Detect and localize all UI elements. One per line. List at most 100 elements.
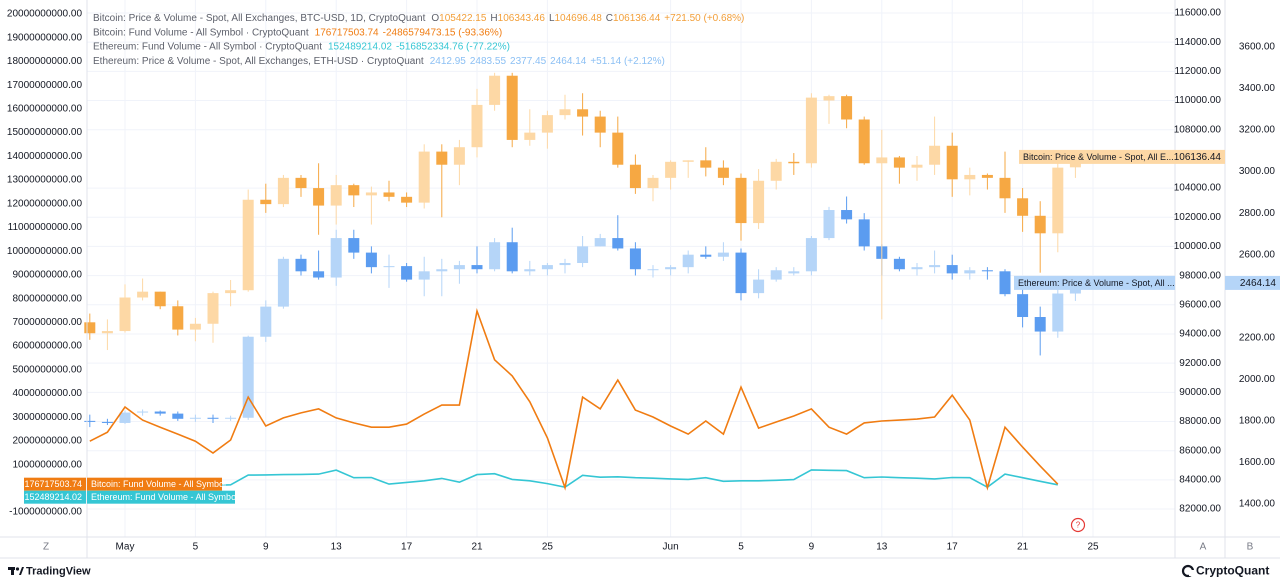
candle-body [295, 258, 307, 272]
candle-body [735, 177, 747, 224]
candle-body [717, 252, 729, 257]
tradingview-logo[interactable]: TradingView [8, 565, 91, 577]
candle-body [365, 192, 377, 196]
y-tick-label: 84000.00 [1179, 475, 1221, 486]
candle-body [929, 145, 941, 165]
candle-body [225, 290, 237, 294]
y-tick-label: 3000000000.00 [12, 412, 82, 423]
x-tick-label: 5 [193, 542, 199, 553]
legend-value: 176717503.74 [315, 27, 379, 38]
candle-body [876, 157, 888, 164]
candle-body [137, 291, 149, 298]
y-tick-label: -1000000000.00 [9, 507, 82, 518]
legend-entry: Bitcoin: Price & Volume - Spot, All Exch… [93, 13, 744, 24]
candle-body [330, 238, 342, 278]
candle-body [682, 254, 694, 268]
overlay: 20000000000.00 19000000000.00 18000000000.… [7, 8, 1280, 553]
candle-body [577, 246, 589, 263]
y-tick-label: 2600.00 [1239, 249, 1276, 260]
cryptoquant-logo[interactable]: CryptoQuant [1181, 564, 1269, 578]
candle-body [893, 157, 905, 168]
x-tick-label: 5 [738, 542, 744, 553]
candle-body [946, 145, 958, 180]
legend-entry: Ethereum: Price & Volume - Spot, All Exc… [93, 56, 665, 67]
legend-change: +51.14 (+2.12%) [590, 56, 665, 67]
alert-text[interactable]: ? [1076, 521, 1081, 530]
x-tick-label: 17 [401, 542, 413, 553]
series-tag-bg [87, 490, 235, 504]
candle-body [665, 161, 677, 178]
candle-body [189, 323, 201, 330]
series-tag-bg [87, 477, 222, 491]
candle-body [436, 269, 448, 272]
price-label-bg [1175, 149, 1225, 164]
candle-body [506, 242, 518, 272]
y-tick-label: 10000000000.00 [7, 246, 83, 257]
candle-body [753, 279, 765, 294]
candle-body [1052, 167, 1064, 234]
candle-body [365, 252, 377, 268]
scale-button[interactable]: Z [43, 542, 49, 553]
candle-body [436, 151, 448, 165]
legend-value: 105422.15 [439, 13, 487, 24]
candle-body [946, 265, 958, 274]
candle-body [770, 270, 782, 280]
candle-body [119, 412, 131, 423]
candle-body [700, 254, 712, 257]
y-tick-label: 3000.00 [1239, 166, 1276, 177]
y-tick-label: 16000000000.00 [7, 104, 83, 115]
candle-body [1034, 215, 1046, 234]
y-tick-label: 1600.00 [1239, 457, 1276, 468]
candle-body [418, 271, 430, 280]
candle-body [559, 262, 571, 266]
candle-body [101, 421, 113, 423]
candle-body [682, 160, 694, 162]
logo-shape [19, 567, 24, 575]
candle-body [823, 96, 835, 101]
candle-body [594, 238, 606, 247]
candle-body [1017, 198, 1029, 216]
y-tick-label: 3600.00 [1239, 42, 1276, 53]
candle-body [489, 75, 501, 105]
scale-button[interactable]: B [1247, 542, 1254, 553]
scale-button[interactable]: A [1200, 542, 1207, 553]
legend-value: 104696.48 [555, 13, 603, 24]
candle-body [700, 160, 712, 168]
y-tick-label: 13000000000.00 [7, 175, 83, 186]
y-tick-label: 1000000000.00 [12, 459, 82, 470]
brand-text[interactable]: TradingView [26, 565, 91, 577]
y-tick-label: 12000000000.00 [7, 198, 83, 209]
y-tick-label: 94000.00 [1179, 329, 1221, 340]
legend-change: +721.50 (+0.68%) [664, 13, 744, 24]
candle-body [788, 271, 800, 274]
source-text[interactable]: CryptoQuant [1196, 564, 1269, 578]
y-tick-label: 2200.00 [1239, 332, 1276, 343]
value-label: 176717503.74 [24, 479, 82, 489]
y-tick-label: 2000.00 [1239, 374, 1276, 385]
line-series [89, 307, 1059, 491]
price-label-bg [1225, 275, 1280, 290]
candle-body [348, 185, 360, 196]
series-tag: Ethereum: Fund Volume - All Symbol [91, 492, 238, 502]
candle-body [665, 267, 677, 270]
legend-change: -2486579473.15 (-93.36%) [383, 27, 503, 38]
x-tick-label: 25 [1087, 542, 1099, 553]
candle-body [999, 177, 1011, 199]
candle-body [172, 306, 184, 330]
candle-body [84, 322, 96, 334]
y-tick-label: 17000000000.00 [7, 80, 83, 91]
candle-body [577, 109, 589, 117]
legend-change: -516852334.76 (-77.22%) [396, 41, 510, 52]
candle-body [981, 270, 993, 272]
candle-body [841, 210, 853, 220]
candle-body [119, 297, 131, 332]
series-tag-bg [1019, 149, 1175, 164]
candle-body [242, 336, 254, 418]
alert-icon[interactable] [1070, 517, 1086, 533]
y-tick-label: 15000000000.00 [7, 127, 83, 138]
candle-body [242, 199, 254, 291]
legend-ohlc-label: L [549, 13, 555, 24]
legend-ohlc-label: C [606, 13, 613, 24]
logo-shape [15, 567, 20, 571]
x-tick-label: 21 [471, 542, 483, 553]
